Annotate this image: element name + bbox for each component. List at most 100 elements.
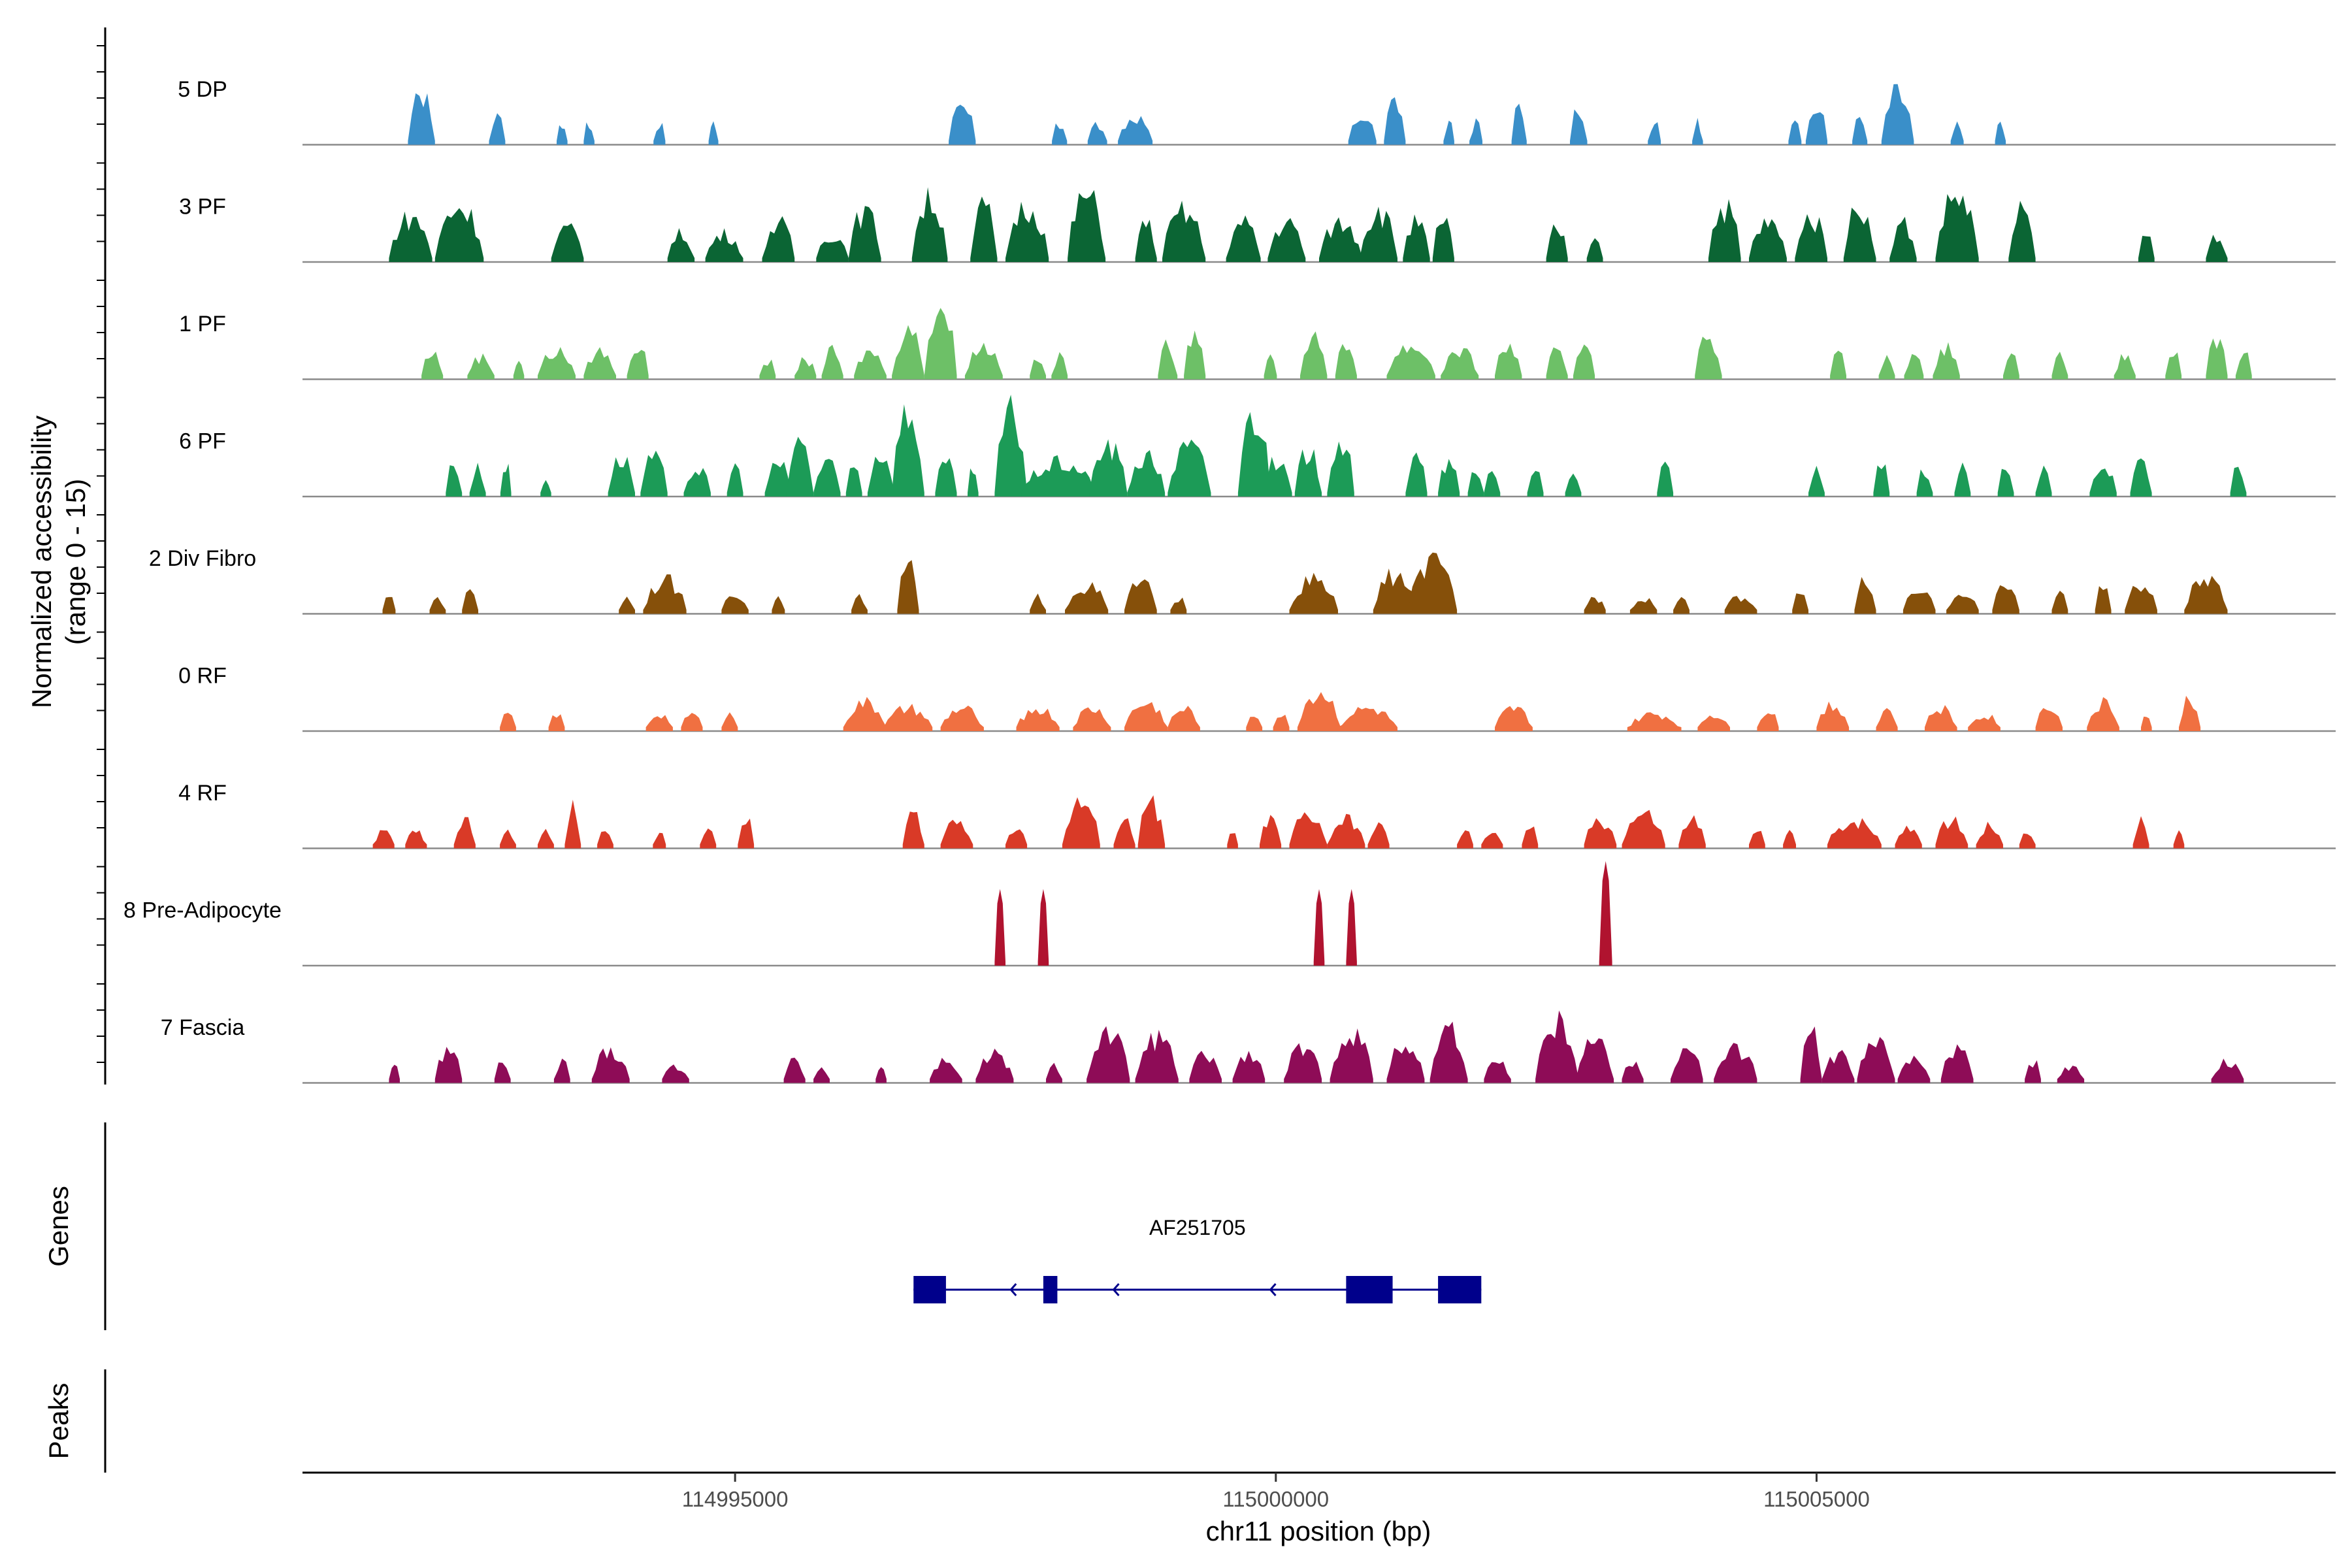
coverage-peak [1629,598,1658,614]
coverage-peak [1289,572,1338,614]
coverage-peak [2141,716,2152,731]
coverage-peak [1168,439,1211,497]
coverage-peak [902,811,924,849]
coverage-peak [1158,339,1178,380]
coverage-peak [619,596,635,614]
coverage-peak [1697,715,1730,731]
coverage-peak [1005,829,1028,849]
coverage-peak [727,463,743,497]
coverage-peak [968,468,979,497]
track-5-dp: 5 DP [178,77,2336,146]
coverage-peak [1086,1026,1130,1083]
coverage-peak [2025,1060,2041,1083]
coverage-peak [1030,359,1046,380]
x-tick-label: 114995000 [682,1487,789,1511]
coverage-peak [1052,123,1068,145]
coverage-peak [708,121,719,145]
coverage-peak [553,1058,570,1083]
coverage-peak [1622,809,1665,849]
coverage-peak [1284,1043,1322,1083]
coverage-peak [1565,473,1582,497]
coverage-peak [1889,216,1917,262]
coverage-peak [1788,120,1802,145]
track-3-pf: 3 PF [179,187,2336,263]
coverage-peak [867,457,895,497]
coverage-peak [854,350,887,380]
coverage-peak [434,208,484,262]
coverage-peak [408,93,435,145]
coverage-peak [538,828,554,849]
coverage-peak [597,831,613,849]
track-4-rf: 4 RF [178,781,2336,849]
coverage-peak [1857,1037,1895,1083]
x-axis-title: chr11 position (bp) [1206,1516,1431,1546]
coverage-peak [813,459,841,497]
coverage-peak [1432,218,1454,262]
coverage-peak [1678,815,1706,849]
coverage-peak [627,350,649,380]
coverage-peak [1673,596,1690,614]
coverage-peak [1273,715,1290,731]
coverage-peak [1816,701,1850,731]
coverage-peak [591,1047,630,1083]
x-axis-ticks: 114995000 115000000 115005000 [682,1473,1870,1511]
coverage-peak [2089,468,2117,497]
coverage-peak [1904,353,1924,380]
coverage-peak [2087,697,2119,731]
coverage-peak [1783,830,1796,849]
coverage-peak [1878,355,1895,380]
coverage-peak [1443,120,1454,145]
coverage-peak [1062,797,1100,849]
coverage-peak [1657,461,1674,497]
coverage-peak [1348,120,1377,145]
coverage-peak [940,819,973,849]
coverage-peak [964,342,1003,380]
y-axis-title-line1: Normalized accessibility [26,416,57,708]
coverage-peak [2132,816,2149,849]
coverage-peak [1289,812,1328,849]
track-label: 3 PF [179,195,226,220]
coverage-peak [1327,813,1365,849]
coverage-y-ticks [97,45,105,1063]
coverage-peak [1584,596,1606,614]
coverage-peak [1724,596,1757,614]
coverage-peak [1935,816,1968,849]
peaks-panel-label: Peaks [43,1383,74,1460]
coverage-peak [851,594,868,614]
coverage-peak [1005,201,1049,262]
coverage-peak [1457,830,1473,849]
coverage-peak [924,308,957,380]
coverage-peak [1586,238,1603,262]
coverage-peak [2051,351,2068,380]
coverage-peak [1881,84,1914,145]
coverage-peak [467,353,495,380]
coverage-peak [564,800,581,849]
coverage-peak [2008,201,2036,262]
coverage-peak [1386,1046,1425,1083]
gene-label: AF251705 [1149,1216,1246,1239]
x-tick-label: 115000000 [1222,1487,1329,1511]
coverage-peak [2230,466,2247,497]
coverage-peak [1940,1044,1974,1083]
coverage-peak [2095,586,2112,614]
gene-exon [1346,1276,1393,1303]
coverage-peak [469,463,486,497]
coverage-peak [1170,597,1187,614]
coverage-peak [1995,122,2006,145]
coverage-peak [1692,118,1703,145]
coverage-peak [681,713,703,731]
coverage-peak [1808,465,1825,497]
coverage-peak [2206,235,2228,262]
coverage-peak [1933,342,1960,380]
coverage-peak [1373,568,1416,614]
coverage-peak [738,818,755,849]
gene-track: AF251705 [913,1216,1482,1303]
coverage-peak [1338,707,1397,731]
coverage-peak [949,105,976,145]
coverage-peak [1267,218,1306,262]
coverage-peak [1226,215,1261,262]
coverage-peak [892,404,924,497]
coverage-peak [608,457,635,497]
coverage-peak [1168,706,1200,731]
coverage-peak [845,467,862,497]
